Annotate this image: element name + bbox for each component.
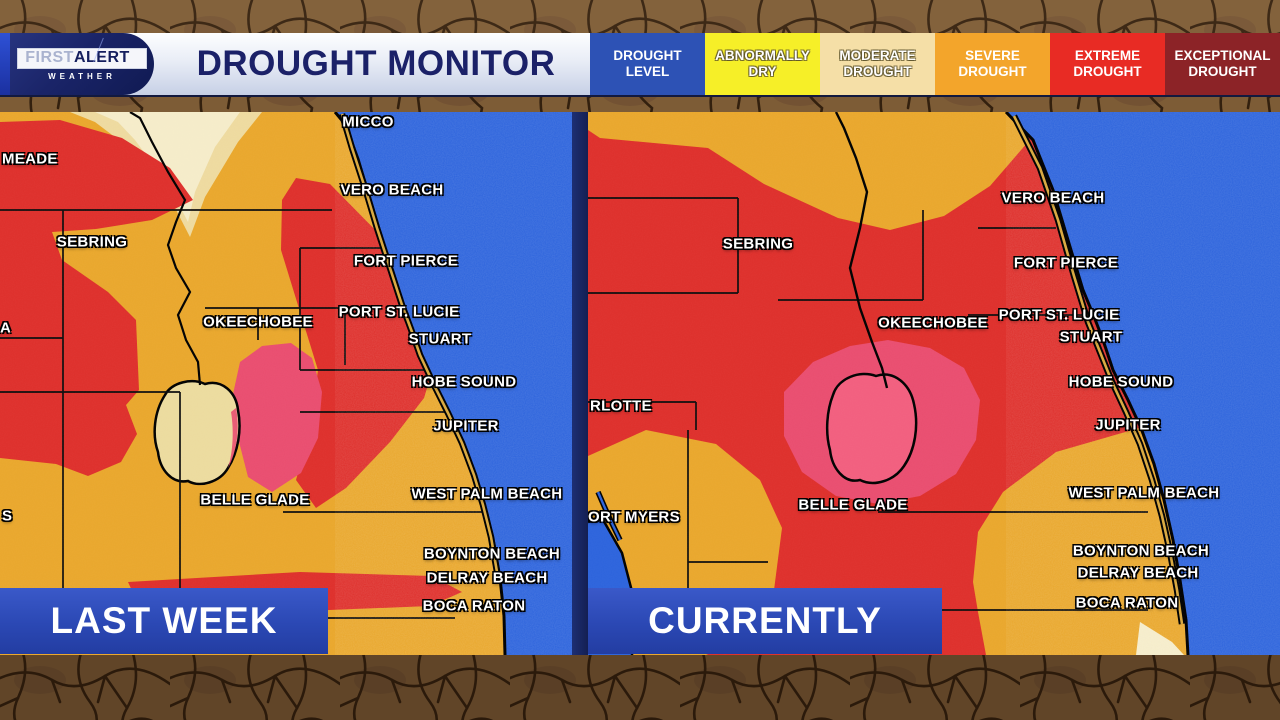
- city-label-belle-glade: BELLE GLADE: [798, 496, 908, 514]
- city-label-delray-beach: DELRAY BEACH: [426, 569, 548, 587]
- logo-weather-text: WEATHER: [48, 71, 116, 81]
- city-label-s: S: [2, 507, 13, 525]
- legend-item-extreme-drought: EXTREME DROUGHT: [1050, 33, 1165, 95]
- city-label-okeechobee: OKEECHOBEE: [203, 313, 313, 331]
- city-label-belle-glade: BELLE GLADE: [200, 491, 310, 509]
- map-divider: [572, 112, 588, 655]
- city-label-a: A: [0, 319, 12, 337]
- header-bar: DROUGHT MONITOR FIRST ALERT WEATHER DROUG…: [0, 33, 1280, 97]
- logo-wordmark: FIRST ALERT: [17, 47, 147, 69]
- legend-item-drought-level: DROUGHT LEVEL: [590, 33, 705, 95]
- city-label-boca-raton: BOCA RATON: [1075, 594, 1179, 612]
- legend-item-exceptional-drought: EXCEPTIONAL DROUGHT: [1165, 33, 1280, 95]
- legend-item-moderate-drought: MODERATE DROUGHT: [820, 33, 935, 95]
- logo-alert-text: ALERT: [73, 48, 130, 66]
- city-label-okeechobee: OKEECHOBEE: [878, 314, 988, 332]
- city-label-vero-beach: VERO BEACH: [1001, 189, 1105, 207]
- city-label-jupiter: JUPITER: [1095, 416, 1161, 434]
- city-label-stuart: STUART: [408, 330, 472, 348]
- city-label-hobe-sound: HOBE SOUND: [1068, 373, 1174, 391]
- station-logo: FIRST ALERT WEATHER: [10, 33, 154, 95]
- city-label-boca-raton: BOCA RATON: [422, 597, 526, 615]
- city-label-boynton-beach: BOYNTON BEACH: [1072, 542, 1210, 560]
- map-last-week-art: [0, 112, 572, 655]
- city-label-west-palm-beach: WEST PALM BEACH: [1068, 484, 1220, 502]
- page-title: DROUGHT MONITOR: [196, 44, 556, 83]
- city-label-delray-beach: DELRAY BEACH: [1077, 564, 1199, 582]
- city-label-port-st-lucie: PORT ST. LUCIE: [998, 306, 1120, 324]
- logo-square-icon: [133, 54, 141, 61]
- city-label-fort-pierce: FORT PIERCE: [1013, 254, 1119, 272]
- city-label-micco: MICCO: [342, 113, 394, 131]
- city-label-ort-myers: ORT MYERS: [588, 508, 680, 526]
- legend-item-abnormally-dry: ABNORMALLY DRY: [705, 33, 820, 95]
- legend-item-severe-drought: SEVERE DROUGHT: [935, 33, 1050, 95]
- city-label-west-palm-beach: WEST PALM BEACH: [411, 485, 563, 503]
- city-label-meade: MEADE: [2, 150, 58, 168]
- caption-last-week: LAST WEEK: [0, 588, 328, 654]
- map-last-week: LAST WEEK MICCO VERO BEACH FORT PIERCE PORT…: [0, 112, 572, 655]
- city-label-sebring: SEBRING: [56, 233, 128, 251]
- drought-level-legend: DROUGHT LEVEL ABNORMALLY DRY MODERATE DROU…: [590, 33, 1280, 95]
- city-label-rlotte: RLOTTE: [590, 397, 652, 415]
- city-label-boynton-beach: BOYNTON BEACH: [423, 545, 561, 563]
- land-texture: [0, 112, 572, 655]
- city-label-vero-beach: VERO BEACH: [340, 181, 444, 199]
- map-currently-art: [588, 112, 1280, 655]
- map-currently: CURRENTLY VERO BEACH FORT PIERCE PORT ST. …: [588, 112, 1280, 655]
- logo-first-text: FIRST: [25, 48, 74, 66]
- city-label-jupiter: JUPITER: [433, 417, 499, 435]
- city-label-fort-pierce: FORT PIERCE: [353, 252, 459, 270]
- city-label-stuart: STUART: [1059, 328, 1123, 346]
- land-texture: [588, 112, 1280, 655]
- caption-currently: CURRENTLY: [588, 588, 942, 654]
- header-brand-zone: DROUGHT MONITOR FIRST ALERT WEATHER: [0, 33, 590, 95]
- city-label-hobe-sound: HOBE SOUND: [411, 373, 517, 391]
- city-label-sebring: SEBRING: [722, 235, 794, 253]
- city-label-port-st-lucie: PORT ST. LUCIE: [338, 303, 460, 321]
